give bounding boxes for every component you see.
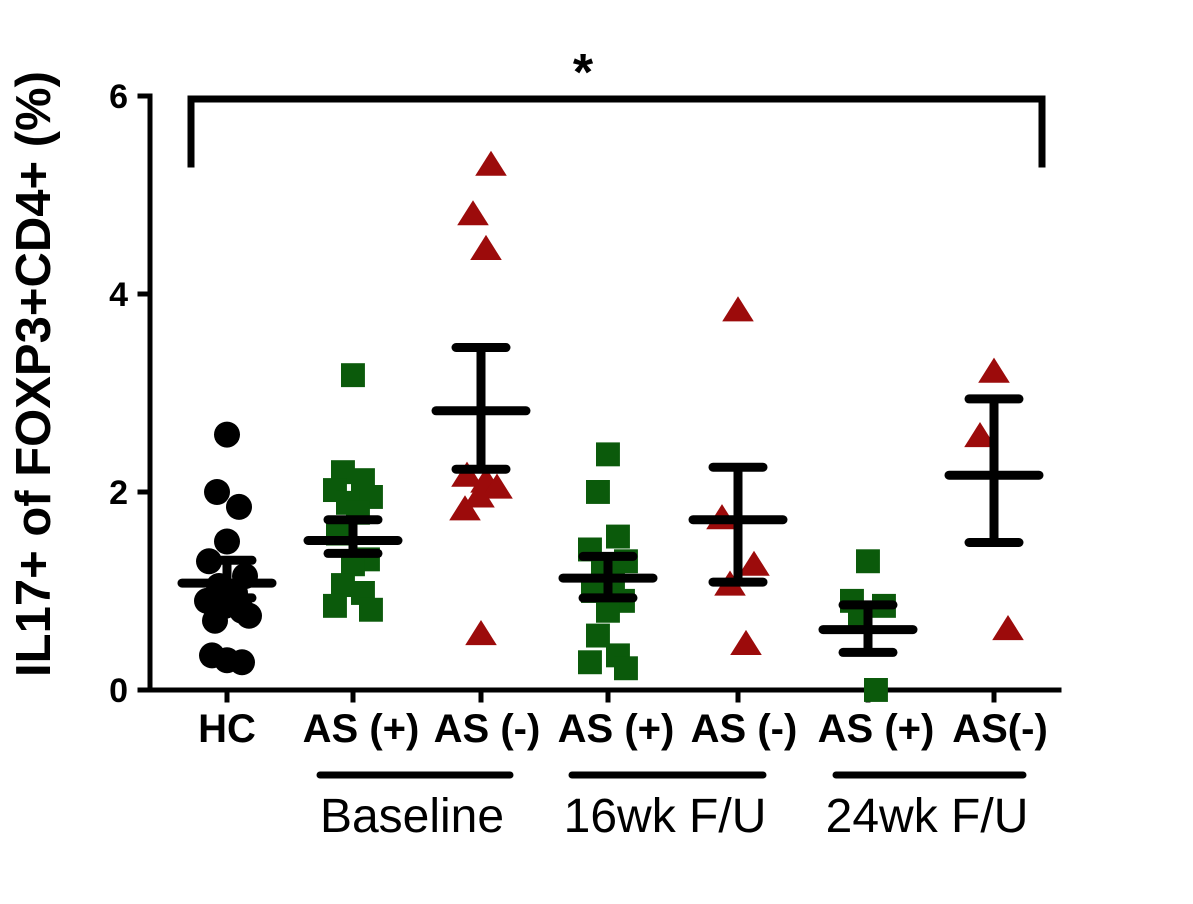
svg-text:IL17+ of FOXP3+CD4+ (%): IL17+ of FOXP3+CD4+ (%) xyxy=(7,71,61,677)
svg-text:2: 2 xyxy=(109,474,128,512)
svg-text:0: 0 xyxy=(109,672,128,710)
svg-text:AS(-): AS(-) xyxy=(952,707,1048,751)
svg-text:6: 6 xyxy=(109,78,128,116)
svg-text:4: 4 xyxy=(109,276,128,314)
svg-text:24wk F/U: 24wk F/U xyxy=(826,790,1029,843)
svg-text:AS (+): AS (+) xyxy=(303,707,420,751)
svg-text:*: * xyxy=(573,44,594,102)
svg-text:AS (+): AS (+) xyxy=(818,707,935,751)
svg-text:AS (-): AS (-) xyxy=(691,707,798,751)
svg-text:Baseline: Baseline xyxy=(320,790,504,843)
svg-text:HC: HC xyxy=(198,707,256,751)
svg-text:16wk F/U: 16wk F/U xyxy=(564,790,767,843)
svg-text:AS (+): AS (+) xyxy=(558,707,675,751)
svg-text:AS (-): AS (-) xyxy=(434,707,541,751)
